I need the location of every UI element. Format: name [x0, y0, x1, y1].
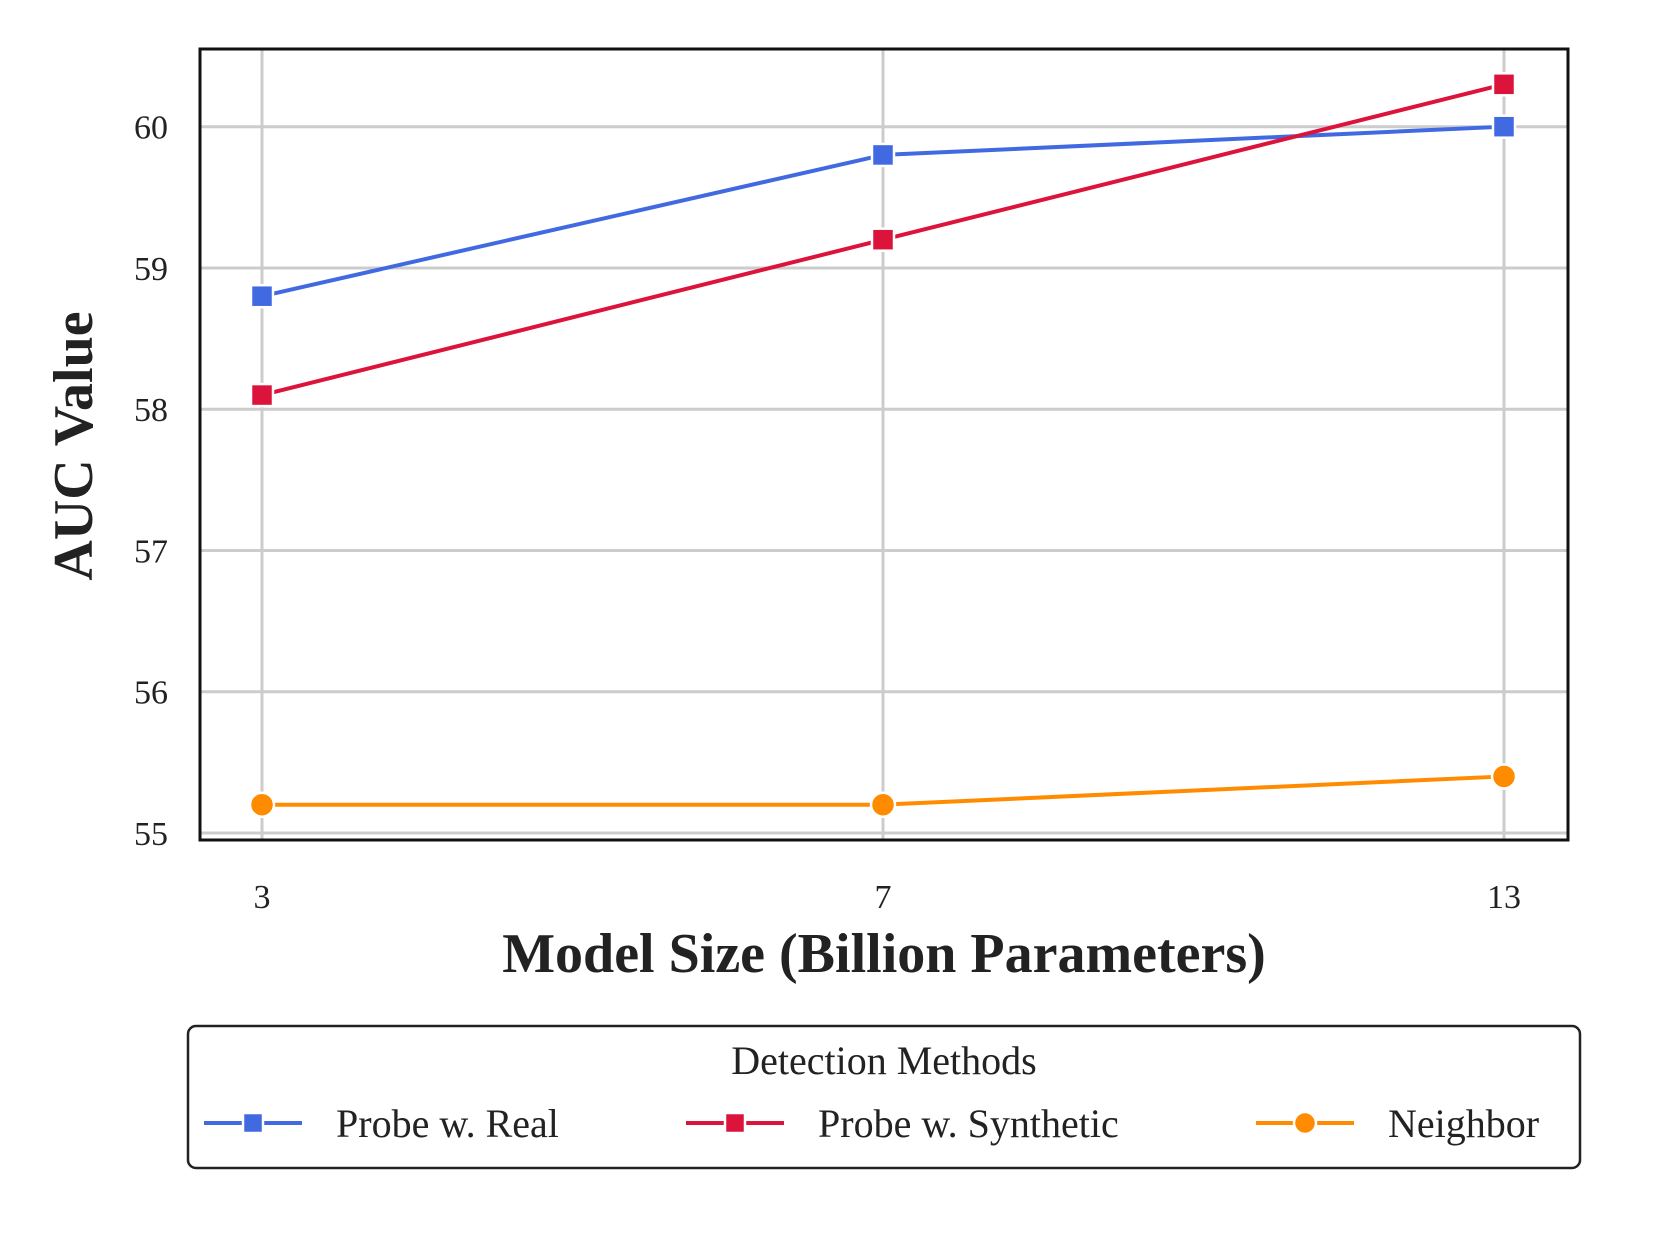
x-tick-label: 3: [254, 879, 271, 916]
series-group: [248, 763, 1518, 818]
y-tick-label: 60: [134, 110, 168, 147]
legend-label: Probe w. Synthetic: [818, 1101, 1119, 1146]
legend-marker: [1292, 1110, 1318, 1136]
data-point: [869, 791, 897, 818]
x-tick-labels: 3 7 13: [254, 879, 1522, 916]
legend: Detection Methods Probe w. Real Probe w. …: [186, 1024, 1582, 1170]
x-tick-label: 7: [875, 879, 892, 916]
grid-lines: [200, 49, 1568, 840]
y-tick-label: 56: [134, 675, 168, 712]
legend-item: Neighbor: [1256, 1101, 1539, 1146]
data-point: [1491, 114, 1517, 139]
legend-label: Neighbor: [1388, 1101, 1539, 1146]
data-point: [248, 791, 276, 818]
data-point: [870, 142, 896, 168]
data-point: [870, 227, 896, 252]
legend-box: [186, 1024, 1582, 1170]
legend-items: Probe w. Real Probe w. Synthetic Neighbor: [204, 1101, 1539, 1146]
legend-title: Detection Methods: [731, 1038, 1037, 1083]
legend-item: Probe w. Synthetic: [686, 1101, 1119, 1146]
data-point: [1491, 72, 1517, 97]
y-tick-label: 58: [134, 392, 168, 429]
x-axis-title: Model Size (Billion Parameters): [502, 923, 1266, 985]
x-tick-label: 13: [1487, 879, 1521, 916]
plot-frame: [198, 47, 1570, 842]
y-tick-labels: 55 56 57 58 59 60: [134, 110, 168, 853]
series-group: [249, 72, 1517, 408]
legend-label: Probe w. Real: [336, 1101, 559, 1146]
legend-item: Probe w. Real: [204, 1101, 559, 1146]
y-tick-label: 59: [134, 251, 168, 288]
data-point: [249, 283, 275, 309]
legend-marker: [241, 1111, 265, 1135]
data-point: [249, 382, 275, 408]
y-axis-title: AUC Value: [43, 311, 105, 580]
y-tick-label: 55: [134, 816, 168, 853]
data-point: [1490, 763, 1518, 790]
y-tick-label: 57: [134, 533, 168, 570]
legend-marker: [723, 1111, 747, 1135]
series-lines: [248, 72, 1518, 818]
